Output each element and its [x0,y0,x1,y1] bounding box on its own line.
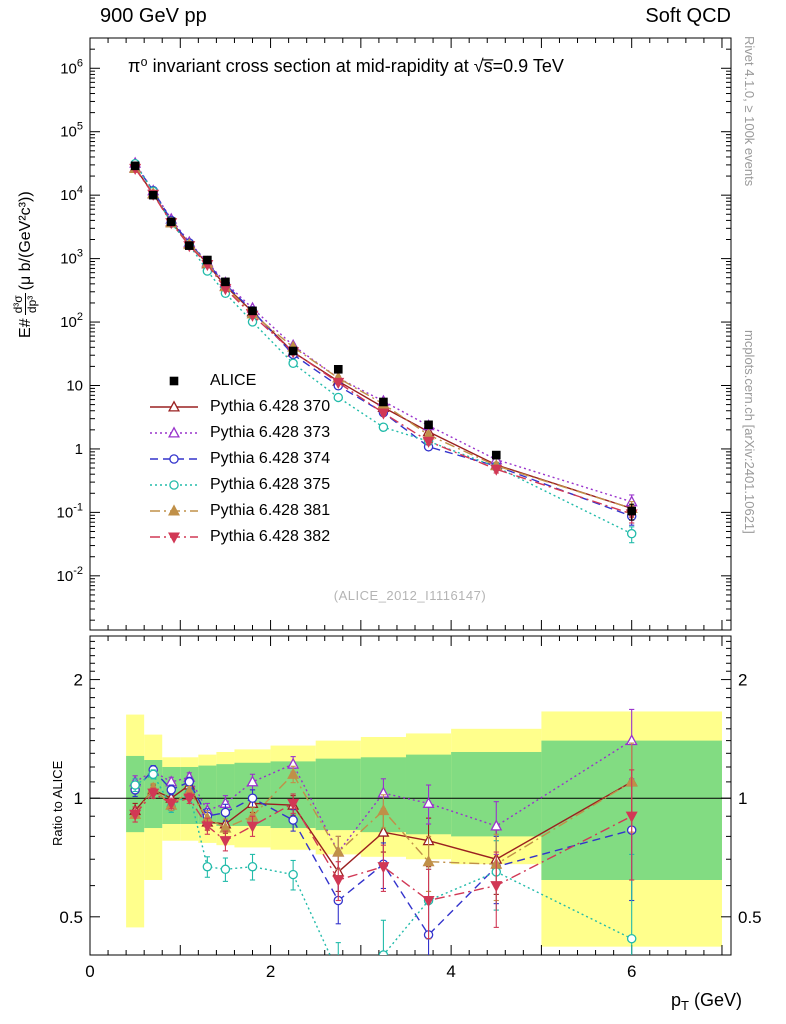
x-axis-label-unit: (GeV) [688,990,742,1010]
legend-label: ALICE [210,372,257,389]
legend-label: Pythia 6.428 375 [210,476,331,493]
legend-item: Pythia 6.428 374 [148,446,330,472]
svg-text:0: 0 [85,962,94,981]
axis-ticks [89,38,731,955]
legend-marker-triangle-up-icon [150,400,198,412]
svg-text:4: 4 [446,962,455,981]
legend-label: Pythia 6.428 373 [210,424,331,441]
legend-label: Pythia 6.428 370 [210,398,331,415]
y-axis-label-prefix: E# [16,318,34,338]
svg-text:2: 2 [738,671,747,690]
fraction-numerator: d³σ [11,293,27,316]
svg-text:1: 1 [738,789,747,808]
main-series-alice [130,161,636,521]
ratio-series-pythia-6-428-382 [129,769,638,940]
fraction-denominator: dp³ [25,295,40,314]
svg-text:2: 2 [74,671,83,690]
y-axis-label-main: E# d³σ dp³ (μ b/(GeV²c³)) [11,191,40,338]
legend-item: Pythia 6.428 375 [148,472,330,498]
legend-label: Pythia 6.428 382 [210,528,331,545]
svg-text:2: 2 [266,962,275,981]
legend-item: Pythia 6.428 373 [148,420,330,446]
legend-marker-triangle-down-icon [150,532,198,544]
svg-text:0.5: 0.5 [59,908,83,927]
svg-text:10: 10 [66,377,83,394]
plot-title: π⁰ invariant cross section at mid-rapidi… [128,56,564,76]
main-frame [89,37,732,631]
legend: ALICE Pythia 6.428 370 Pythia 6.428 373 Pyt… [148,368,330,550]
svg-text:105: 105 [60,121,83,141]
ratio-frame [89,635,732,956]
analysis-watermark: (ALICE_2012_I1116147) [333,588,487,603]
legend-item: Pythia 6.428 370 [148,394,330,420]
svg-text:10-2: 10-2 [57,565,83,585]
axis-tick-labels: 10-2 10-1 1 10 102 103 104 105 106 0 2 4 6 0.5 0.5 1 1 2 2 [57,57,762,981]
svg-text:0.5: 0.5 [738,908,762,927]
svg-text:10-1: 10-1 [57,501,83,521]
y-axis-label-units: (μ b/(GeV²c³)) [16,191,34,291]
svg-text:104: 104 [60,184,83,204]
rivet-version-note: Rivet 4.1.0, ≥ 100k events [742,36,757,187]
legend-marker-triangle-up-icon [150,504,198,516]
header-beam-energy: 900 GeV pp [100,5,207,27]
x-axis-label-subscript: T [681,998,689,1013]
svg-text:102: 102 [60,311,83,331]
svg-text:6: 6 [627,962,636,981]
legend-item: Pythia 6.428 382 [148,524,330,550]
svg-text:106: 106 [60,57,83,77]
mcplots-arxiv-note: mcplots.cern.ch [arXiv:2401.10621] [742,330,757,534]
legend-marker-circle-icon [150,480,198,490]
x-axis-label-base: p [671,990,682,1010]
legend-item: Pythia 6.428 381 [148,498,330,524]
legend-marker-square-icon [169,376,179,386]
green-band-bin [315,758,361,831]
svg-text:1: 1 [75,441,83,458]
legend-marker-triangle-up-icon [150,426,198,438]
svg-text:1: 1 [74,789,83,808]
green-band-bin [198,765,217,825]
legend-item: ALICE [148,368,330,394]
y-axis-label-ratio: Ratio to ALICE [50,760,65,846]
legend-label: Pythia 6.428 374 [210,450,331,467]
svg-text:103: 103 [60,248,83,268]
x-axis-label: pT (GeV) [671,990,742,1013]
legend-label: Pythia 6.428 381 [210,502,331,519]
legend-marker-circle-icon [150,454,198,464]
y-axis-label-fraction: d³σ dp³ [11,293,40,316]
header-process-tag: Soft QCD [645,5,731,27]
